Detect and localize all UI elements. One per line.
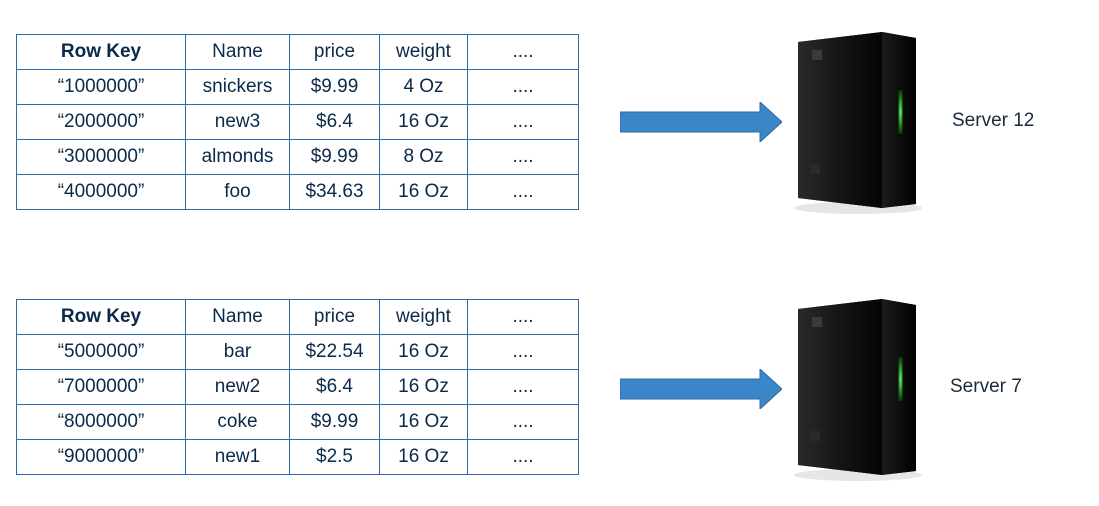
cell-price: $2.5 xyxy=(289,439,380,475)
cell-row-key: “9000000” xyxy=(16,439,186,475)
cell-weight: 16 Oz xyxy=(379,369,468,405)
cell-price: $6.4 xyxy=(289,104,380,140)
cell-name: almonds xyxy=(185,139,290,175)
cell-row-key: “7000000” xyxy=(16,369,186,405)
table-row: “7000000” new2 $6.4 16 Oz .... xyxy=(16,369,579,405)
row-key-table-1: Row Key Name price weight .... “1000000”… xyxy=(16,34,579,210)
cell-more: .... xyxy=(467,174,579,210)
cell-name: new1 xyxy=(185,439,290,475)
table-row: “4000000” foo $34.63 16 Oz .... xyxy=(16,174,579,210)
table-row: “3000000” almonds $9.99 8 Oz .... xyxy=(16,139,579,175)
header-more: .... xyxy=(467,34,579,70)
header-more: .... xyxy=(467,299,579,335)
header-price: price xyxy=(289,34,380,70)
cell-weight: 8 Oz xyxy=(379,139,468,175)
mapping-group-1: Row Key Name price weight .... “1000000”… xyxy=(0,0,1099,241)
server-tower-icon xyxy=(794,32,922,214)
header-name: Name xyxy=(185,34,290,70)
cell-price: $34.63 xyxy=(289,174,380,210)
cell-price: $9.99 xyxy=(289,139,380,175)
cell-more: .... xyxy=(467,139,579,175)
cell-more: .... xyxy=(467,69,579,105)
cell-name: bar xyxy=(185,334,290,370)
header-price: price xyxy=(289,299,380,335)
cell-name: new2 xyxy=(185,369,290,405)
cell-weight: 16 Oz xyxy=(379,334,468,370)
table-row: “1000000” snickers $9.99 4 Oz .... xyxy=(16,69,579,105)
cell-name: new3 xyxy=(185,104,290,140)
cell-more: .... xyxy=(467,439,579,475)
cell-price: $9.99 xyxy=(289,69,380,105)
header-name: Name xyxy=(185,299,290,335)
cell-weight: 16 Oz xyxy=(379,174,468,210)
row-key-table-2: Row Key Name price weight .... “5000000”… xyxy=(16,299,579,475)
header-row-key: Row Key xyxy=(16,34,186,70)
cell-row-key: “3000000” xyxy=(16,139,186,175)
cell-name: coke xyxy=(185,404,290,440)
table-row: “9000000” new1 $2.5 16 Oz .... xyxy=(16,439,579,475)
table-header-row: Row Key Name price weight .... xyxy=(16,299,579,335)
cell-price: $9.99 xyxy=(289,404,380,440)
header-weight: weight xyxy=(379,299,468,335)
cell-weight: 16 Oz xyxy=(379,104,468,140)
cell-price: $6.4 xyxy=(289,369,380,405)
table-row: “5000000” bar $22.54 16 Oz .... xyxy=(16,334,579,370)
cell-more: .... xyxy=(467,104,579,140)
cell-more: .... xyxy=(467,334,579,370)
right-arrow-icon xyxy=(620,369,782,409)
cell-more: .... xyxy=(467,404,579,440)
cell-price: $22.54 xyxy=(289,334,380,370)
cell-row-key: “4000000” xyxy=(16,174,186,210)
mapping-group-2: Row Key Name price weight .... “5000000”… xyxy=(0,265,1099,506)
table-row: “8000000” coke $9.99 16 Oz .... xyxy=(16,404,579,440)
cell-row-key: “8000000” xyxy=(16,404,186,440)
header-row-key: Row Key xyxy=(16,299,186,335)
cell-weight: 4 Oz xyxy=(379,69,468,105)
cell-more: .... xyxy=(467,369,579,405)
cell-row-key: “1000000” xyxy=(16,69,186,105)
cell-weight: 16 Oz xyxy=(379,404,468,440)
server-label: Server 7 xyxy=(950,376,1022,397)
server-tower-icon xyxy=(794,299,922,481)
cell-row-key: “5000000” xyxy=(16,334,186,370)
header-weight: weight xyxy=(379,34,468,70)
right-arrow-icon xyxy=(620,102,782,142)
server-label: Server 12 xyxy=(952,110,1035,131)
cell-name: foo xyxy=(185,174,290,210)
table-header-row: Row Key Name price weight .... xyxy=(16,34,579,70)
table-row: “2000000” new3 $6.4 16 Oz .... xyxy=(16,104,579,140)
cell-row-key: “2000000” xyxy=(16,104,186,140)
cell-weight: 16 Oz xyxy=(379,439,468,475)
cell-name: snickers xyxy=(185,69,290,105)
